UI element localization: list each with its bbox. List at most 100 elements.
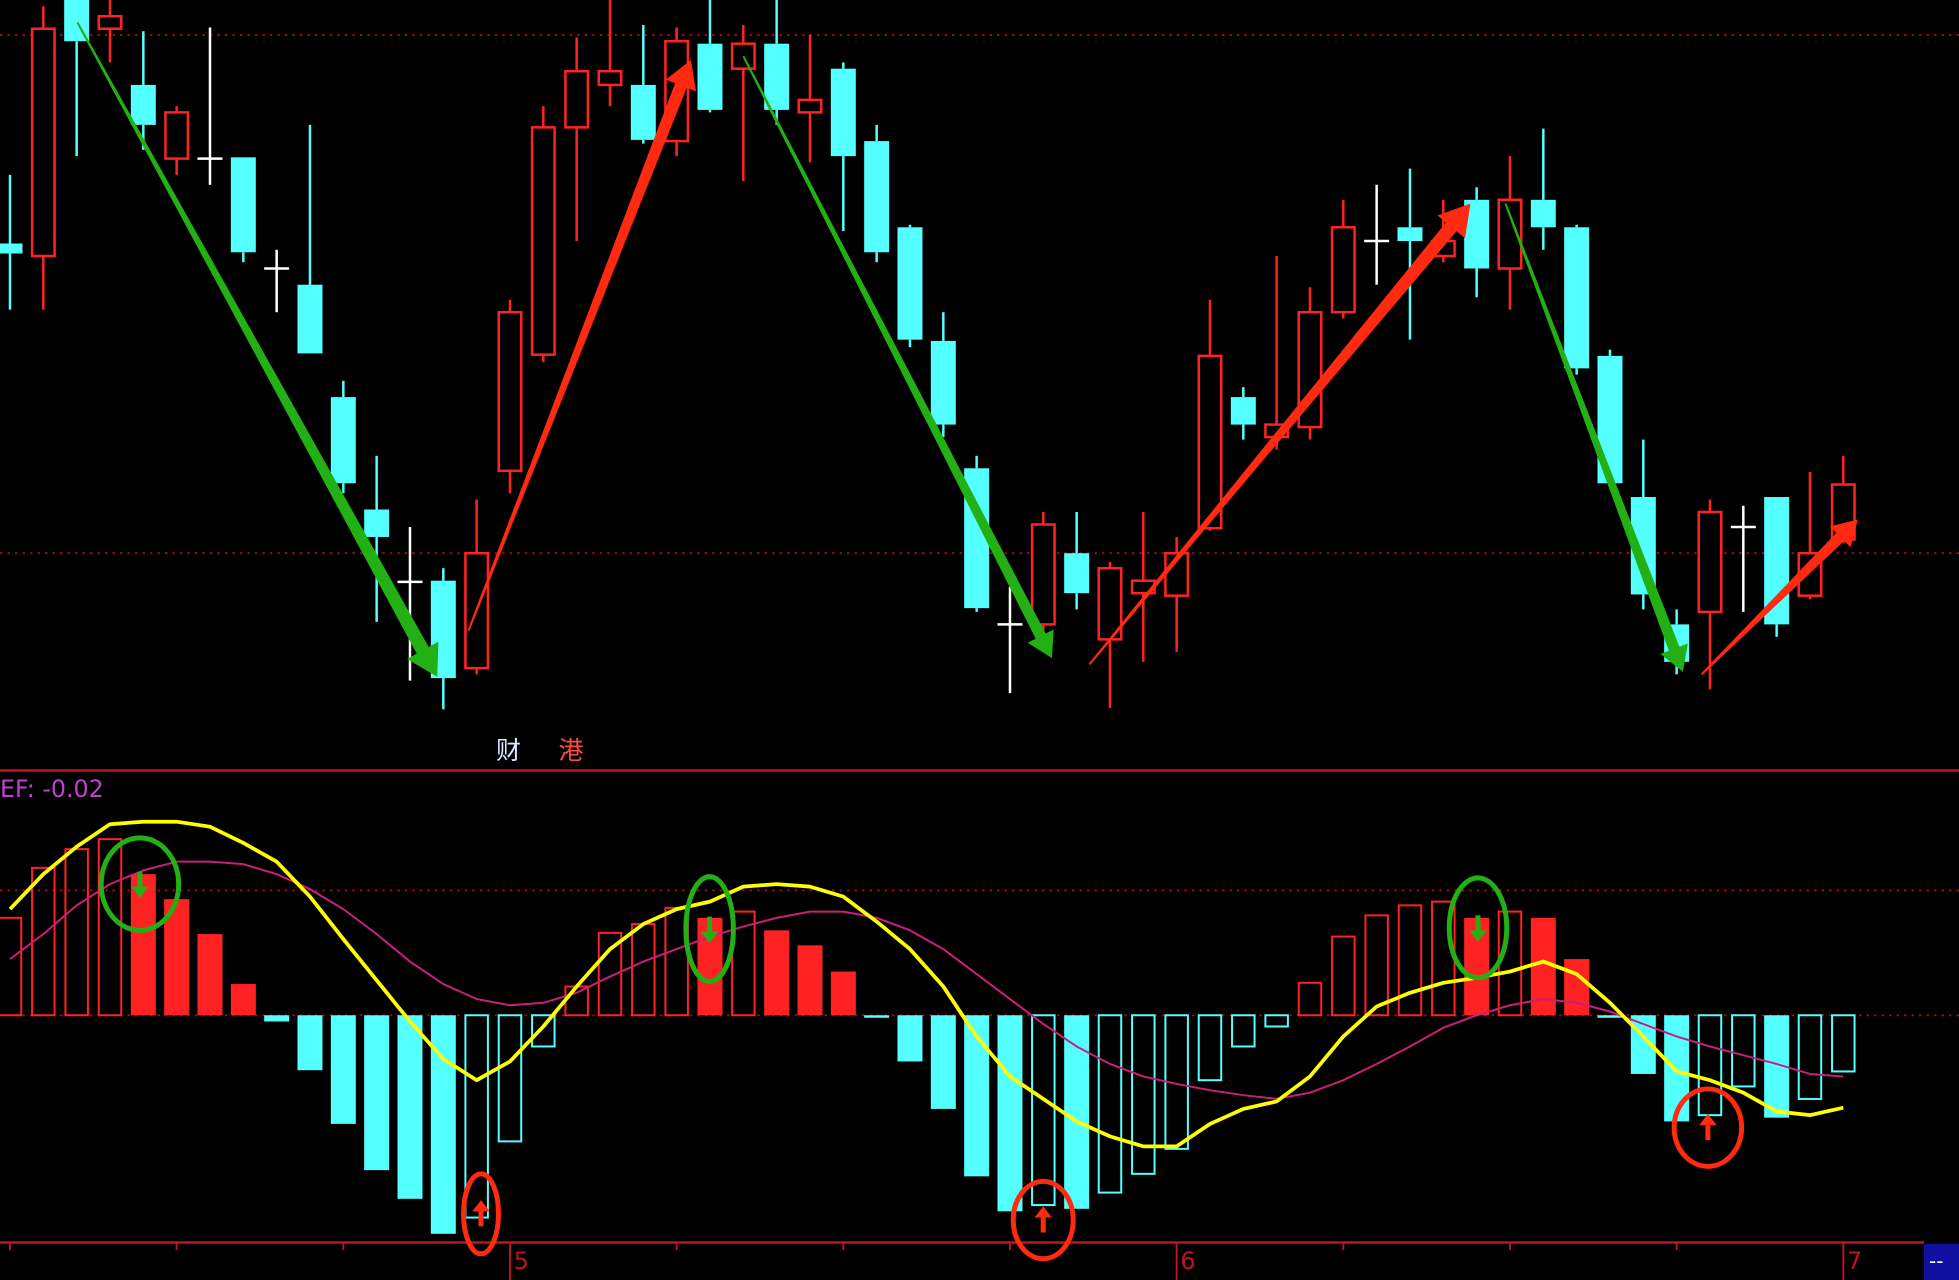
histogram-bar	[297, 1015, 323, 1071]
candle-body	[0, 243, 23, 254]
signal-circle	[683, 874, 736, 985]
trend-arrow	[76, 21, 439, 677]
candle-body	[1064, 553, 1090, 594]
indicator-title: EF: -0.02	[0, 775, 104, 803]
histogram-bar	[1397, 904, 1423, 1017]
trend-arrow	[467, 59, 697, 631]
histogram-bar	[864, 1015, 890, 1018]
histogram-bar	[197, 934, 223, 1016]
histogram-bar	[0, 916, 23, 1017]
signal-arrow-head	[1034, 1206, 1052, 1218]
corner-label: --	[1929, 1249, 1943, 1273]
candle-body	[1697, 510, 1723, 614]
candle-body	[1397, 227, 1423, 242]
candle-body	[1564, 227, 1590, 369]
histogram-bar	[597, 931, 623, 1017]
histogram-bar	[1664, 1015, 1690, 1122]
signal-circle	[461, 1171, 501, 1257]
candle-body	[130, 84, 156, 125]
histogram-bar	[1697, 1014, 1723, 1117]
histogram-bar	[64, 848, 89, 1017]
signal-arrow-head	[472, 1200, 490, 1212]
histogram-bar	[364, 1015, 390, 1171]
candle-body	[1530, 199, 1556, 228]
indicator-line	[9, 860, 1844, 1100]
histogram-bar	[1064, 1015, 1090, 1209]
histogram-bar	[1031, 1014, 1056, 1207]
signal-circle	[1671, 1086, 1745, 1169]
marker-label: 财	[496, 736, 521, 765]
histogram-bar	[1097, 1014, 1123, 1194]
histogram-bar	[1197, 1014, 1223, 1082]
candle-body	[630, 84, 656, 140]
candle-body	[930, 340, 956, 425]
histogram-bar	[264, 1015, 290, 1022]
candle-body	[564, 69, 590, 129]
trend-arrow	[1088, 203, 1471, 665]
corner-box	[1924, 1243, 1959, 1280]
candle-body	[330, 397, 356, 484]
signal-arrow-head	[131, 886, 149, 898]
histogram-bar	[531, 1014, 556, 1048]
candle-body	[230, 157, 256, 253]
histogram-bar	[230, 984, 256, 1016]
histogram-bar	[731, 910, 756, 1017]
trend-arrow	[1504, 203, 1688, 672]
histogram-bar	[1364, 914, 1389, 1017]
histogram-bar	[330, 1015, 356, 1124]
signal-circle	[1010, 1178, 1076, 1262]
candle-body	[764, 43, 790, 110]
x-tick-label: 6	[1180, 1247, 1195, 1275]
histogram-bar	[130, 874, 156, 1016]
histogram-bar	[1297, 981, 1323, 1017]
candle-body	[297, 284, 323, 354]
candle-body	[830, 68, 856, 157]
histogram-bar	[1264, 1014, 1289, 1028]
candle-body	[597, 69, 623, 87]
histogram-bar	[930, 1015, 956, 1109]
signal-arrow-head	[1699, 1113, 1717, 1126]
candle-body	[1230, 397, 1256, 425]
annotations	[76, 21, 1858, 1262]
histogram-bar	[997, 1015, 1023, 1212]
signal-arrow-head	[700, 931, 719, 943]
candle-body	[97, 14, 123, 30]
candle-body	[364, 509, 390, 537]
candle-body	[1497, 198, 1523, 270]
x-tick-label: 5	[514, 1247, 529, 1275]
candle-body	[864, 141, 890, 253]
candle-body	[30, 27, 56, 258]
histogram-bar	[1797, 1014, 1823, 1100]
candle-body	[797, 98, 823, 114]
histogram-bar	[797, 945, 823, 1016]
trend-arrow	[742, 55, 1054, 659]
histogram-bar	[1731, 1014, 1756, 1088]
candle-body	[697, 43, 723, 110]
indicator-line	[8, 819, 1844, 1149]
histogram-bar	[464, 1014, 489, 1219]
marker-label: 港	[558, 736, 583, 765]
candle-body	[1030, 523, 1056, 626]
plot-area: 5 6 7	[0, 0, 1862, 1275]
histogram-bar	[1131, 1014, 1156, 1175]
candle-body	[530, 126, 556, 356]
candle-body	[897, 227, 923, 340]
histogram-bar	[964, 1015, 990, 1177]
x-tick-label: 7	[1847, 1247, 1862, 1275]
signal-circle	[1446, 875, 1510, 981]
candle-body	[497, 310, 523, 473]
candle-body	[1330, 226, 1356, 314]
histogram-bar	[497, 1014, 523, 1143]
histogram-bar	[830, 971, 856, 1016]
signal-arrow-head	[1469, 930, 1487, 942]
histogram-bar	[397, 1015, 423, 1199]
candle-body	[730, 42, 756, 70]
histogram-bar	[1564, 959, 1590, 1016]
grid	[0, 34, 1959, 1280]
histogram-bar	[1597, 1015, 1623, 1018]
histogram-bar	[1231, 1014, 1256, 1048]
candle-body	[164, 111, 190, 160]
histogram-bar	[764, 930, 790, 1016]
